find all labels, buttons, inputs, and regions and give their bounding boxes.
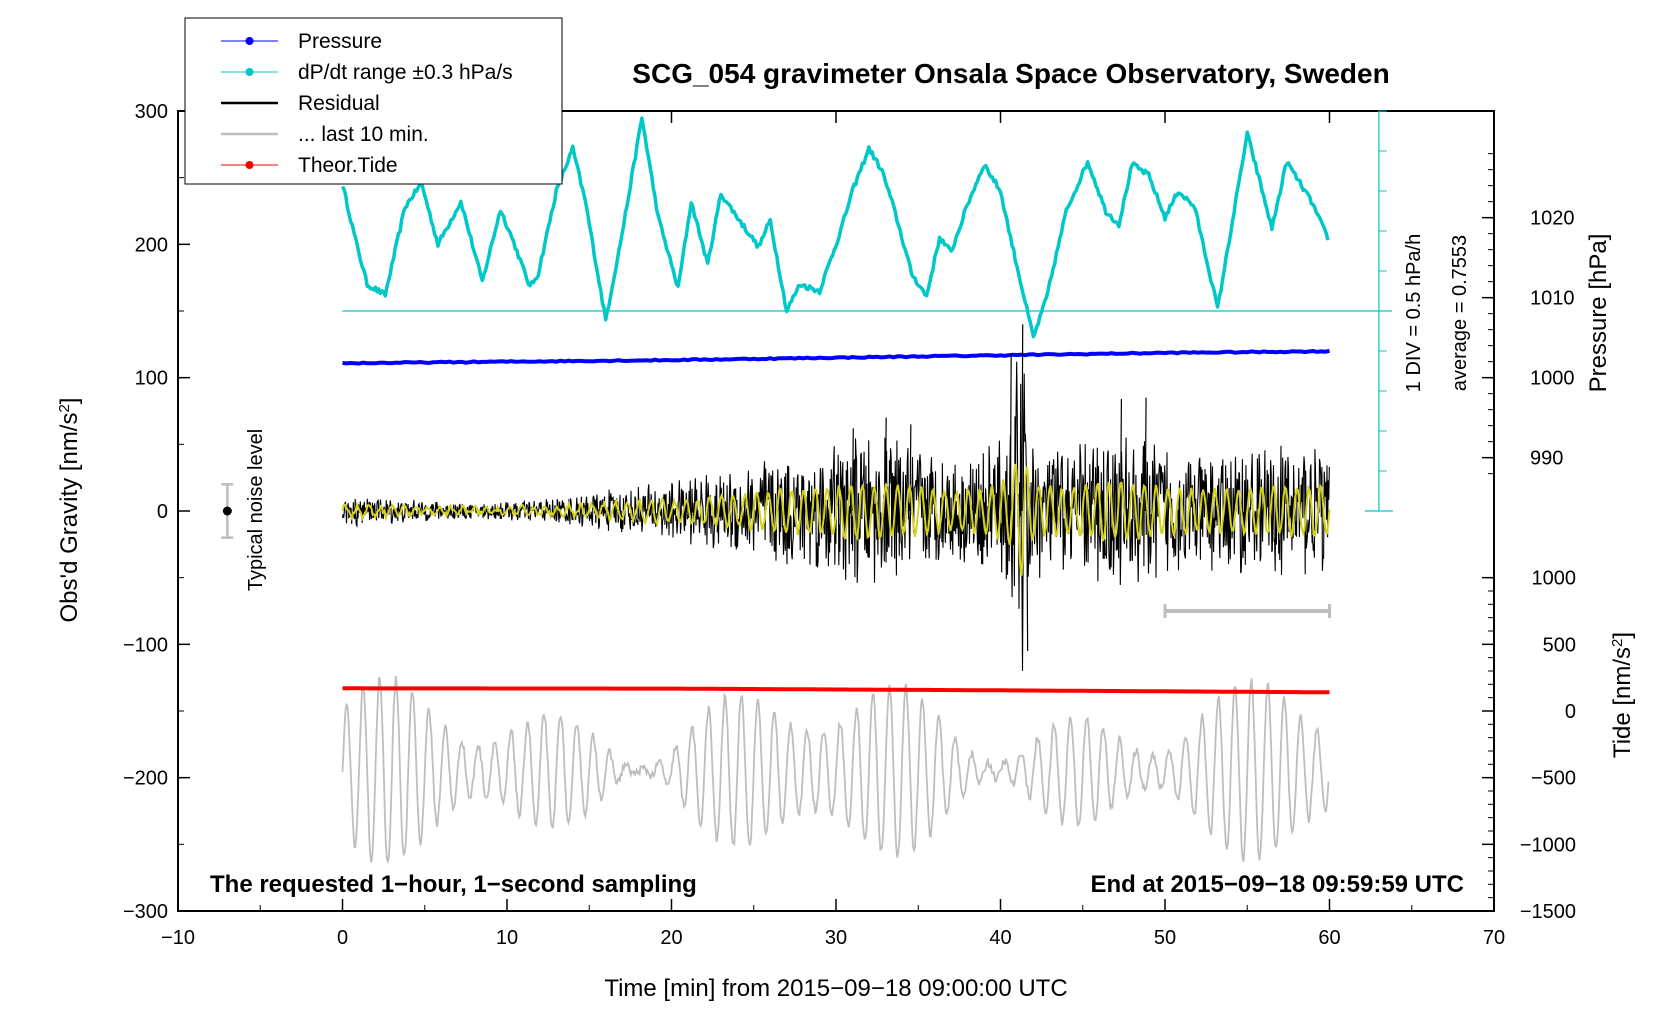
x-axis-title: Time [min] from 2015−09−18 09:00:00 UTC	[604, 975, 1067, 1002]
residual-spike	[909, 424, 912, 512]
y-axis-title-left: Obs'd Gravity [nm/s2]	[56, 398, 84, 623]
x-tick-label: 20	[660, 927, 682, 949]
tide-tick-label: 1000	[1532, 568, 1577, 590]
residual-spike	[884, 417, 887, 512]
tide-tick-label: −1500	[1520, 901, 1576, 923]
residual-spike	[1021, 324, 1024, 512]
dpdt-average-label: average = 0.7553	[1449, 235, 1471, 391]
x-tick-label: 70	[1483, 927, 1505, 949]
legend-label: ... last 10 min.	[298, 123, 429, 146]
legend-box	[184, 17, 563, 185]
axes-layer: −10 0 10 20 30 40 50 60 70−300−200−1000100200300…	[123, 101, 1576, 949]
legend-marker	[245, 37, 254, 45]
legend-label: Pressure	[298, 30, 382, 53]
tide-tick-label: 500	[1543, 634, 1576, 656]
x-tick-label: 40	[989, 927, 1011, 949]
residual-spike	[1026, 510, 1029, 652]
last-10-min-line	[341, 676, 1330, 865]
tide-tick-label: −1000	[1520, 834, 1576, 856]
residual-spike	[1009, 353, 1012, 512]
tide-tick-label: −500	[1531, 768, 1576, 790]
residual-spike	[1119, 398, 1123, 512]
legend-label: dP/dt range ±0.3 hPa/s	[298, 61, 513, 84]
y-axis-title-left-sup: 2	[56, 404, 73, 412]
noise-label: Typical noise level	[245, 429, 267, 591]
x-tick-label: 10	[496, 927, 518, 949]
pressure-line	[342, 348, 1330, 366]
y-axis-title-left-main: Obs'd Gravity [nm/s	[56, 413, 83, 623]
noise-point	[222, 506, 232, 516]
y-axis-title-left-end: ]	[56, 398, 83, 405]
x-tick-label: 0	[337, 927, 348, 949]
residual-smoothed-line	[341, 463, 1331, 576]
tide-axis-title-sup: 2	[1609, 639, 1626, 647]
data-layer	[221, 110, 1393, 865]
chart-title: SCG_054 gravimeter Onsala Space Observat…	[632, 58, 1389, 89]
y-tick-label: −300	[123, 901, 168, 923]
pressure-tick-label: 1010	[1530, 288, 1575, 310]
legend-marker	[245, 68, 254, 76]
pressure-tick-label: 1020	[1530, 208, 1575, 230]
dpdt-line	[340, 116, 1330, 339]
legend: Pressure dP/dt range ±0.3 hPa/s Residual..…	[184, 17, 563, 185]
pressure-tick-label: 1000	[1530, 368, 1575, 390]
x-tick-label: 30	[825, 927, 847, 949]
y-tick-label: 0	[157, 501, 168, 523]
note-right: End at 2015−09−18 09:59:59 UTC	[1090, 871, 1464, 898]
tide-axis-title-main: Tide [nm/s	[1609, 647, 1636, 758]
x-tick-label: −10	[161, 927, 195, 949]
tide-line	[342, 686, 1330, 695]
y-tick-label: 100	[135, 368, 168, 390]
note-left: The requested 1−hour, 1−second sampling	[210, 871, 697, 898]
legend-marker	[245, 161, 254, 169]
y-tick-label: −200	[123, 768, 168, 790]
pressure-tick-label: 990	[1530, 448, 1563, 470]
dpdt-scale-label: 1 DIV = 0.5 hPa/h	[1403, 234, 1425, 392]
pressure-axis-title: Pressure [hPa]	[1585, 234, 1612, 393]
y-tick-label: −100	[123, 634, 168, 656]
legend-items: Pressure dP/dt range ±0.3 hPa/s Residual..…	[221, 30, 513, 177]
legend-label: Theor.Tide	[298, 154, 398, 177]
x-tick-label: 60	[1318, 927, 1340, 949]
tide-axis-title-end: ]	[1609, 632, 1636, 639]
y-tick-label: 200	[135, 234, 168, 256]
tide-axis-title: Tide [nm/s2]	[1609, 632, 1637, 758]
tide-tick-label: 0	[1565, 701, 1576, 723]
legend-label: Residual	[298, 92, 380, 115]
y-tick-label: 300	[135, 101, 168, 123]
x-tick-label: 50	[1154, 927, 1176, 949]
residual-line	[341, 361, 1330, 671]
